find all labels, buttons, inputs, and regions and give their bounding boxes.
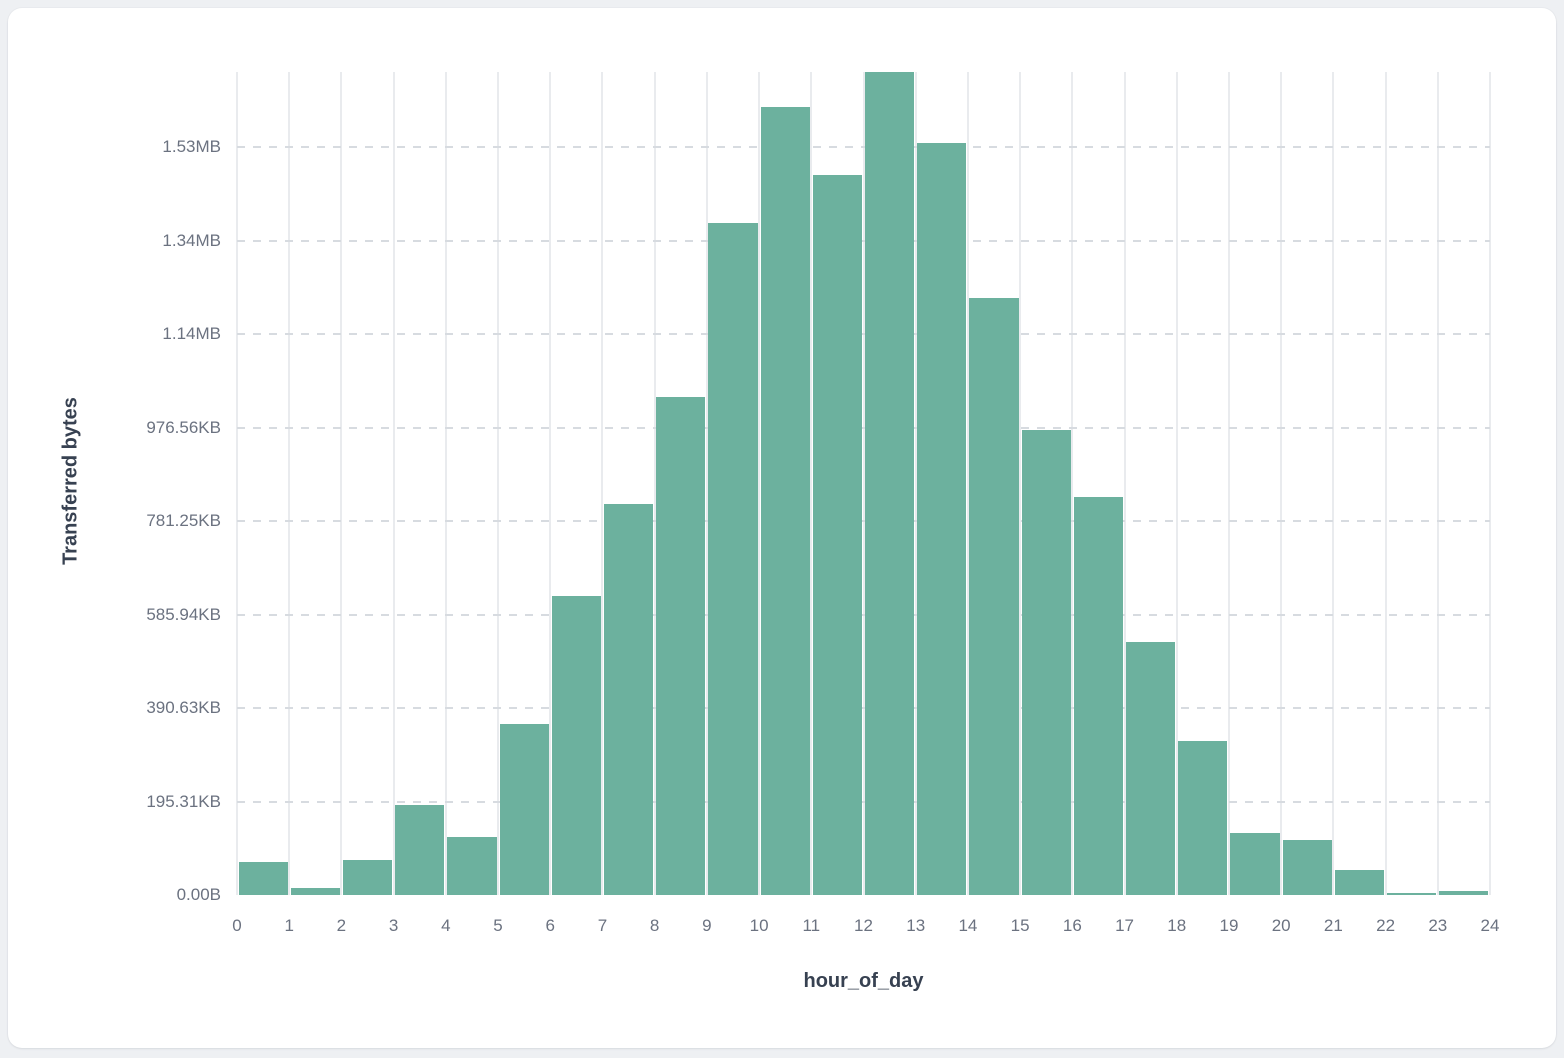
v-gridline xyxy=(497,72,500,895)
x-tick-label: 13 xyxy=(906,916,926,935)
bar-hour-3[interactable] xyxy=(395,804,445,895)
bar-hour-13[interactable] xyxy=(917,142,967,895)
y-tick-label: 1.14MB xyxy=(162,324,221,344)
h-gridline xyxy=(237,520,1490,523)
x-tick-label: 3 xyxy=(388,916,399,935)
v-gridline xyxy=(705,72,708,895)
v-gridline xyxy=(1489,72,1491,895)
bar-hour-5[interactable] xyxy=(499,723,549,895)
x-tick-label: 24 xyxy=(1480,916,1500,935)
bar-hour-21[interactable] xyxy=(1334,870,1385,895)
chart-card: Transferred bytes 0.00B 195.31KB 390.63KB 5… xyxy=(8,8,1556,1048)
x-axis-tick-labels: 0 1 2 3 4 5 6 7 8 9 10 11 12 13 14 15 16 17 18 19 20 21 22 23 24 xyxy=(232,895,1499,955)
y-tick-label: 1.53MB xyxy=(162,137,221,157)
x-tick-label: 10 xyxy=(749,916,769,935)
h-gridline xyxy=(237,146,1490,149)
v-gridline xyxy=(1071,72,1074,895)
y-tick-label: 195.31KB xyxy=(146,791,221,811)
x-tick-label: 17 xyxy=(1115,916,1134,935)
bar-hour-10[interactable] xyxy=(760,106,810,895)
v-gridline xyxy=(758,72,761,895)
x-tick-label: 2 xyxy=(336,916,347,935)
v-gridline xyxy=(966,72,969,895)
x-tick-label: 12 xyxy=(854,916,873,935)
x-tick-label: 0 xyxy=(232,916,242,935)
bar-hour-19[interactable] xyxy=(1230,832,1280,895)
v-gridline xyxy=(340,72,343,895)
bar-hour-4[interactable] xyxy=(447,837,497,895)
v-gridline xyxy=(810,72,813,895)
x-axis-title: hour_of_day xyxy=(803,970,924,992)
v-gridline xyxy=(601,72,604,895)
h-gridline xyxy=(237,800,1490,803)
bar-hour-1[interactable] xyxy=(290,888,340,895)
bar-hour-17[interactable] xyxy=(1126,641,1176,895)
y-axis-tick-labels: 0.00B 195.31KB 390.63KB 585.94KB 781.25KB 976… xyxy=(8,72,221,904)
bar-hour-12[interactable] xyxy=(865,72,915,895)
x-tick-label: 4 xyxy=(441,916,451,935)
v-gridline xyxy=(1436,72,1439,895)
bar-hour-23[interactable] xyxy=(1439,890,1489,895)
plot-area xyxy=(236,72,1491,895)
bar-hour-2[interactable] xyxy=(342,860,393,895)
v-gridline xyxy=(1280,72,1283,895)
x-tick-label: 5 xyxy=(493,916,503,935)
bar-hour-18[interactable] xyxy=(1178,741,1228,895)
bar-hour-20[interactable] xyxy=(1282,839,1332,895)
x-tick-label: 18 xyxy=(1167,916,1187,935)
bar-hour-8[interactable] xyxy=(656,396,706,895)
x-tick-label: 23 xyxy=(1428,916,1448,935)
x-tick-label: 16 xyxy=(1062,916,1082,935)
v-gridline xyxy=(914,72,917,895)
bar-hour-22[interactable] xyxy=(1387,893,1437,895)
bar-hour-11[interactable] xyxy=(812,175,862,895)
bar-hour-7[interactable] xyxy=(603,503,654,895)
v-gridline xyxy=(549,72,552,895)
x-tick-label: 21 xyxy=(1323,916,1343,935)
h-gridline xyxy=(237,707,1490,710)
v-gridline xyxy=(1175,72,1178,895)
x-tick-label: 19 xyxy=(1219,916,1239,935)
bar-hour-0[interactable] xyxy=(238,861,288,895)
bar-hour-9[interactable] xyxy=(708,222,758,895)
v-gridline xyxy=(1123,72,1126,895)
h-gridline xyxy=(237,239,1490,242)
bar-hour-14[interactable] xyxy=(969,297,1019,895)
h-gridline xyxy=(237,426,1490,429)
v-gridline xyxy=(1227,72,1230,895)
x-tick-label: 9 xyxy=(702,916,712,935)
v-gridline xyxy=(288,72,291,895)
v-gridline xyxy=(653,72,656,895)
bar-hour-16[interactable] xyxy=(1073,496,1124,895)
v-gridline xyxy=(1019,72,1022,895)
y-tick-label: 0.00B xyxy=(176,885,221,904)
x-tick-label: 20 xyxy=(1271,916,1291,935)
v-gridline xyxy=(236,72,238,895)
x-tick-label: 14 xyxy=(958,916,978,935)
v-gridline xyxy=(444,72,447,895)
x-tick-label: 11 xyxy=(802,916,821,935)
h-gridline xyxy=(237,333,1490,336)
x-tick-label: 8 xyxy=(649,916,660,935)
y-tick-label: 585.94KB xyxy=(146,604,221,624)
y-tick-label: 390.63KB xyxy=(146,698,221,718)
x-tick-label: 1 xyxy=(284,916,294,935)
v-gridline xyxy=(392,72,395,895)
h-gridline xyxy=(237,613,1490,616)
bar-hour-6[interactable] xyxy=(551,595,601,895)
y-tick-label: 976.56KB xyxy=(146,417,221,437)
x-tick-label: 15 xyxy=(1010,916,1030,935)
y-tick-label: 1.34MB xyxy=(162,230,221,250)
x-tick-label: 7 xyxy=(597,916,608,935)
x-tick-label: 22 xyxy=(1376,916,1396,935)
v-gridline xyxy=(1384,72,1387,895)
x-tick-label: 6 xyxy=(545,916,555,935)
bar-hour-15[interactable] xyxy=(1021,430,1071,895)
v-gridline xyxy=(862,72,865,895)
y-tick-label: 781.25KB xyxy=(146,511,221,531)
v-gridline xyxy=(1332,72,1335,895)
